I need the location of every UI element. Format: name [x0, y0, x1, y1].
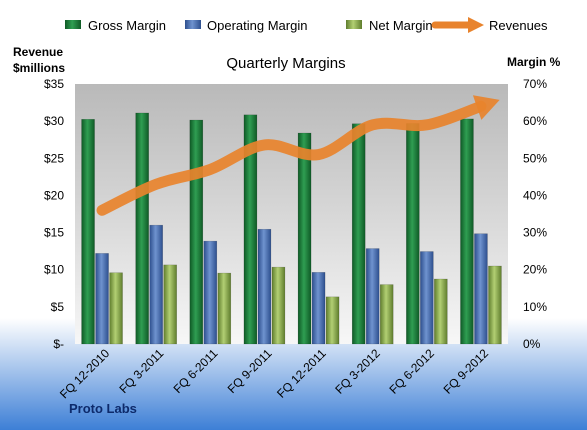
- right-tick-label: 70%: [523, 77, 547, 91]
- net-margin-bar: [271, 266, 286, 345]
- net-margin-bar: [379, 284, 394, 345]
- right-tick-label: 40%: [523, 188, 547, 202]
- right-tick-label: 20%: [523, 263, 547, 277]
- left-axis-title-line2: $millions: [13, 61, 65, 75]
- gross-margin-bar: [243, 114, 258, 345]
- legend-swatch-net: [346, 20, 362, 29]
- left-tick-label: $15: [44, 226, 64, 240]
- legend-label-gross: Gross Margin: [88, 18, 166, 33]
- operating-margin-bar: [474, 233, 488, 345]
- gross-margin-bar: [81, 119, 95, 345]
- legend-arrowhead-revenues: [468, 17, 484, 33]
- right-tick-label: 10%: [523, 300, 547, 314]
- legend-label-operating: Operating Margin: [207, 18, 307, 33]
- right-tick-label: 60%: [523, 114, 547, 128]
- legend-label-revenues: Revenues: [489, 18, 548, 33]
- chart-title: Quarterly Margins: [226, 55, 345, 72]
- net-margin-bar: [434, 278, 448, 345]
- legend: Gross Margin Operating Margin Net Margin…: [65, 17, 548, 33]
- legend-swatch-operating: [185, 20, 201, 29]
- left-tick-label: $35: [44, 77, 64, 91]
- revenue-line-path: [96, 100, 487, 216]
- left-tick-label: $10: [44, 263, 64, 277]
- right-tick-label: 0%: [523, 337, 541, 351]
- right-tick-label: 30%: [523, 226, 547, 240]
- left-tick-label: $-: [53, 337, 64, 351]
- gross-margin-bar: [297, 132, 312, 345]
- right-tick-label: 50%: [523, 151, 547, 165]
- legend-swatch-gross: [65, 20, 81, 29]
- footer-label: Proto Labs: [69, 401, 137, 416]
- net-margin-bar: [488, 265, 502, 345]
- operating-margin-bar: [95, 253, 109, 345]
- operating-margin-bar: [203, 240, 218, 345]
- gross-margin-bar: [189, 119, 204, 345]
- left-tick-label: $30: [44, 114, 64, 128]
- revenue-arrowhead: [472, 95, 500, 120]
- net-margin-bar: [109, 272, 123, 345]
- net-margin-bar: [325, 296, 340, 345]
- left-axis-title-line1: Revenue: [13, 45, 63, 59]
- operating-margin-bar: [365, 248, 380, 345]
- gross-margin-bar: [460, 118, 474, 345]
- net-margin-bar: [163, 264, 177, 345]
- legend-label-net: Net Margin: [369, 18, 433, 33]
- operating-margin-bar: [257, 228, 272, 345]
- left-tick-label: $20: [44, 188, 64, 202]
- operating-margin-bar: [420, 251, 434, 345]
- net-margin-bar: [217, 272, 232, 345]
- gross-margin-bar: [351, 123, 366, 345]
- operating-margin-bar: [311, 272, 326, 345]
- bars: [81, 112, 502, 345]
- gross-margin-bar: [406, 123, 420, 345]
- right-axis-title: Margin %: [507, 55, 561, 69]
- gross-margin-bar: [135, 112, 149, 345]
- left-tick-label: $25: [44, 151, 64, 165]
- revenue-line: [96, 95, 500, 216]
- left-tick-label: $5: [51, 300, 65, 314]
- tick-labels: $- $5 $10 $15 $20 $25 $30 $35 0% 10% 20% 30% 40% 50% 6…: [44, 77, 547, 351]
- operating-margin-bar: [149, 224, 163, 345]
